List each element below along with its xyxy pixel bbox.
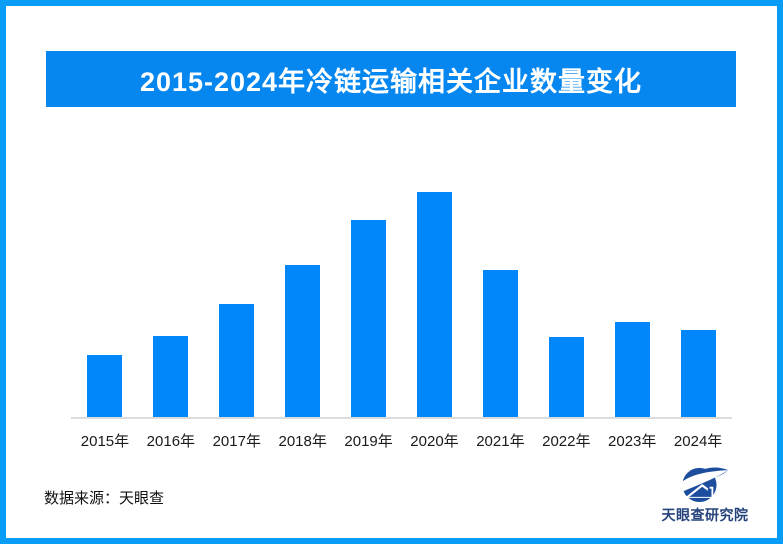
bar-2023年 (614, 322, 650, 417)
tianyancha-eye-house-icon (681, 467, 729, 502)
title-banner: 2015-2024年冷链运输相关企业数量变化 (46, 51, 736, 107)
bar-cell (402, 177, 468, 417)
x-axis-label: 2020年 (410, 433, 459, 450)
chart-title: 2015-2024年冷链运输相关企业数量变化 (139, 66, 643, 97)
bar-cell (270, 177, 336, 417)
logo-text: 天眼查研究院 (661, 507, 749, 523)
bar-2022年 (548, 337, 584, 417)
x-axis-label: 2018年 (278, 433, 327, 450)
x-axis-label: 2023年 (608, 433, 657, 450)
bar-chart-plot-area (72, 177, 731, 417)
bar-2021年 (482, 270, 518, 417)
bar-2018年 (285, 265, 321, 417)
bar-2017年 (219, 304, 255, 417)
data-source-note: 数据来源：天眼查 (44, 490, 165, 507)
bar-cell (336, 177, 402, 417)
x-axis-label: 2016年 (146, 433, 196, 450)
bar-2020年 (416, 192, 452, 417)
bar-cell (533, 177, 599, 417)
bar-2016年 (153, 336, 189, 417)
x-axis-label: 2021年 (476, 433, 525, 450)
bar-cell (665, 177, 731, 417)
bar-cell (72, 177, 138, 417)
bar-cell (204, 177, 270, 417)
x-axis-label: 2024年 (673, 433, 723, 450)
bar-2015年 (87, 355, 123, 417)
bar-cell (467, 177, 533, 417)
tianyancha-research-logo: 天眼查研究院 (650, 464, 760, 525)
x-axis-line (71, 417, 732, 419)
bar-cell (138, 177, 204, 417)
bar-2019年 (351, 220, 387, 417)
x-axis-label: 2015年 (80, 433, 130, 450)
x-axis-label: 2019年 (344, 433, 393, 450)
bar-cell (599, 177, 665, 417)
bar-2024年 (680, 330, 716, 417)
x-axis-label: 2017年 (212, 433, 261, 450)
x-axis-labels: 2015年 2016年 2017年 2018年 2019年 2020年 2021年 2022年… (72, 430, 731, 451)
x-axis-label: 2022年 (542, 433, 591, 450)
